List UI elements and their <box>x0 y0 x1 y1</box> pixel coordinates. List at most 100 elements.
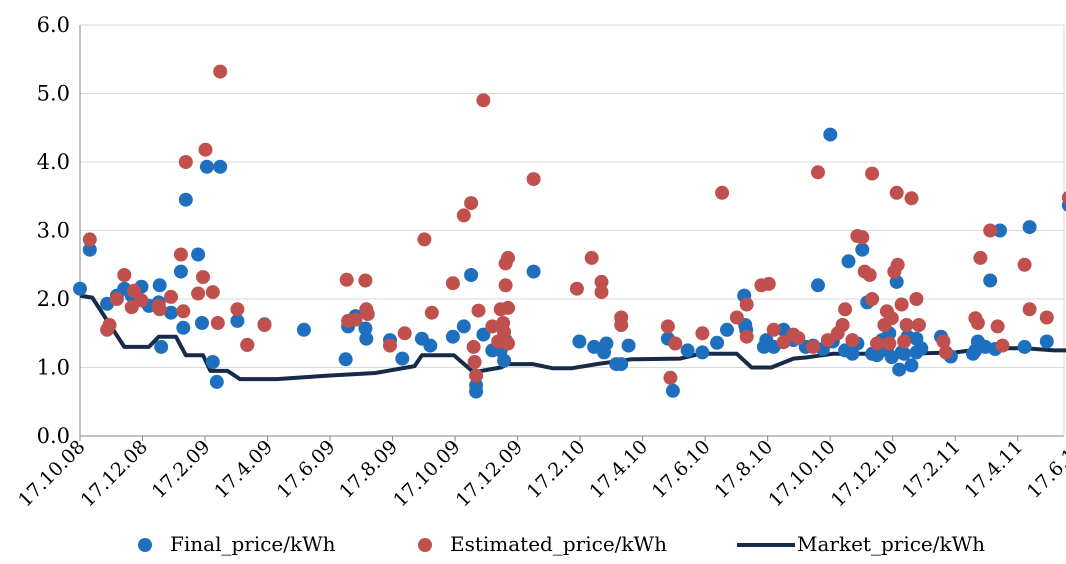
estimated-price-point <box>445 276 460 291</box>
x-tick-label: 17.2.10 <box>523 436 590 503</box>
final-price-point <box>823 127 838 142</box>
x-tick-label: 17.2.11 <box>898 436 965 503</box>
estimated-price-point <box>178 155 193 169</box>
y-tick-label: 6.0 <box>37 13 70 37</box>
estimated-price-point <box>806 339 821 354</box>
estimated-price-point <box>102 318 117 332</box>
estimated-price-point <box>838 302 853 317</box>
final-price-point <box>82 242 97 257</box>
estimated-price-point <box>820 333 835 348</box>
estimated-price-point <box>766 322 781 337</box>
final-price-point <box>195 316 209 330</box>
series <box>73 64 1066 399</box>
estimated-price-point <box>668 336 683 351</box>
final-price-point <box>423 338 438 353</box>
estimated-price-point <box>865 292 880 306</box>
final-price-point <box>191 247 206 262</box>
final-price-point <box>897 346 912 361</box>
final-price-point <box>621 338 636 353</box>
final-price-point <box>904 358 919 373</box>
estimated-price-point <box>471 303 486 318</box>
estimated-price-point <box>466 339 481 354</box>
y-axis-ticks: 0.0 1.0 2.0 3.0 4.0 5.0 6.0 <box>37 13 70 448</box>
estimated-price-point <box>569 281 584 296</box>
estimated-price-point <box>739 297 754 312</box>
final-price-point <box>456 319 471 334</box>
estimated-price-point <box>1017 257 1032 272</box>
estimated-price-point <box>660 319 675 334</box>
estimated-price-point <box>240 337 255 352</box>
final-price-point <box>73 281 87 296</box>
final-price-point <box>720 322 734 337</box>
estimated-price-point <box>476 93 491 108</box>
final-price-point <box>993 223 1007 238</box>
final-price-point <box>572 334 587 349</box>
legend-market-price-label: Market_price/kWh <box>797 532 985 556</box>
x-tick-label: 17.6.09 <box>273 436 340 503</box>
estimated-price-point <box>729 310 744 325</box>
estimated-price-point <box>855 230 870 245</box>
estimated-price-point <box>196 270 210 285</box>
final-price-point <box>811 278 825 293</box>
estimated-price-point <box>862 268 877 282</box>
estimated-price-point <box>715 185 730 200</box>
final-price-point <box>1017 339 1032 354</box>
x-axis-ticks: 17.10.0817.12.0817.2.0917.4.0917.6.0917.… <box>14 436 1066 511</box>
final-price-point <box>176 320 191 335</box>
estimated-price-point <box>882 336 897 351</box>
x-tick-label: 17.6.10 <box>648 436 715 503</box>
estimated-price-point <box>1022 302 1037 317</box>
estimated-price-point <box>990 319 1005 334</box>
estimated-price-point <box>889 185 904 200</box>
x-tick-label: 17.2.09 <box>148 436 215 503</box>
estimated-price-point <box>865 166 880 181</box>
estimated-price-point <box>191 286 206 301</box>
final-price-point <box>914 341 929 356</box>
estimated-price-point <box>230 302 245 317</box>
estimated-price-point <box>1061 191 1066 204</box>
legend: Final_price/kWh Estimated_price/kWh Market… <box>138 532 985 556</box>
estimated-price-point <box>152 302 167 317</box>
estimated-price-point <box>899 318 914 332</box>
estimated-price-point <box>127 283 142 298</box>
estimated-price-point <box>456 208 471 223</box>
final-price-point <box>464 268 479 282</box>
final-price-point <box>395 351 410 366</box>
legend-estimated-price-label: Estimated_price/kWh <box>450 532 667 556</box>
estimated-price-point <box>911 318 926 332</box>
estimated-price-point <box>584 250 599 265</box>
final-price-point <box>469 378 484 393</box>
final-price-point <box>665 383 680 398</box>
final-price-point <box>358 321 373 336</box>
estimated-price-point <box>614 318 629 332</box>
estimated-price-point <box>424 305 439 320</box>
x-tick-label: 17.6.11 <box>1023 436 1066 503</box>
estimated-price-point <box>938 345 953 360</box>
legend-final-price-marker <box>138 538 152 552</box>
final-price-point <box>213 159 228 174</box>
estimated-price-point <box>890 257 905 272</box>
final-price-point <box>230 313 245 328</box>
estimated-price-point <box>594 285 609 300</box>
x-tick-label: 17.4.09 <box>210 436 277 503</box>
x-tick-label: 17.10.10 <box>764 436 839 511</box>
final-price-point <box>892 362 907 377</box>
estimated-price-point <box>497 324 512 339</box>
y-tick-label: 5.0 <box>37 82 70 106</box>
estimated-price-point <box>117 268 132 282</box>
final-price-point <box>695 345 710 360</box>
estimated-price-point <box>213 64 228 79</box>
estimated-price-point <box>835 318 850 332</box>
final-price-point <box>445 329 460 344</box>
final-price-point <box>199 159 214 174</box>
estimated-price-point <box>348 312 363 327</box>
estimated-price-point <box>164 289 178 304</box>
final-price-point <box>154 339 169 354</box>
estimated-price-point <box>995 338 1010 353</box>
estimated-price-point <box>383 338 397 353</box>
y-tick-label: 1.0 <box>37 356 70 380</box>
estimated-price-point <box>894 297 909 312</box>
final-price-point <box>173 264 188 279</box>
estimated-price-point <box>1039 310 1054 325</box>
estimated-price-point <box>257 318 272 332</box>
